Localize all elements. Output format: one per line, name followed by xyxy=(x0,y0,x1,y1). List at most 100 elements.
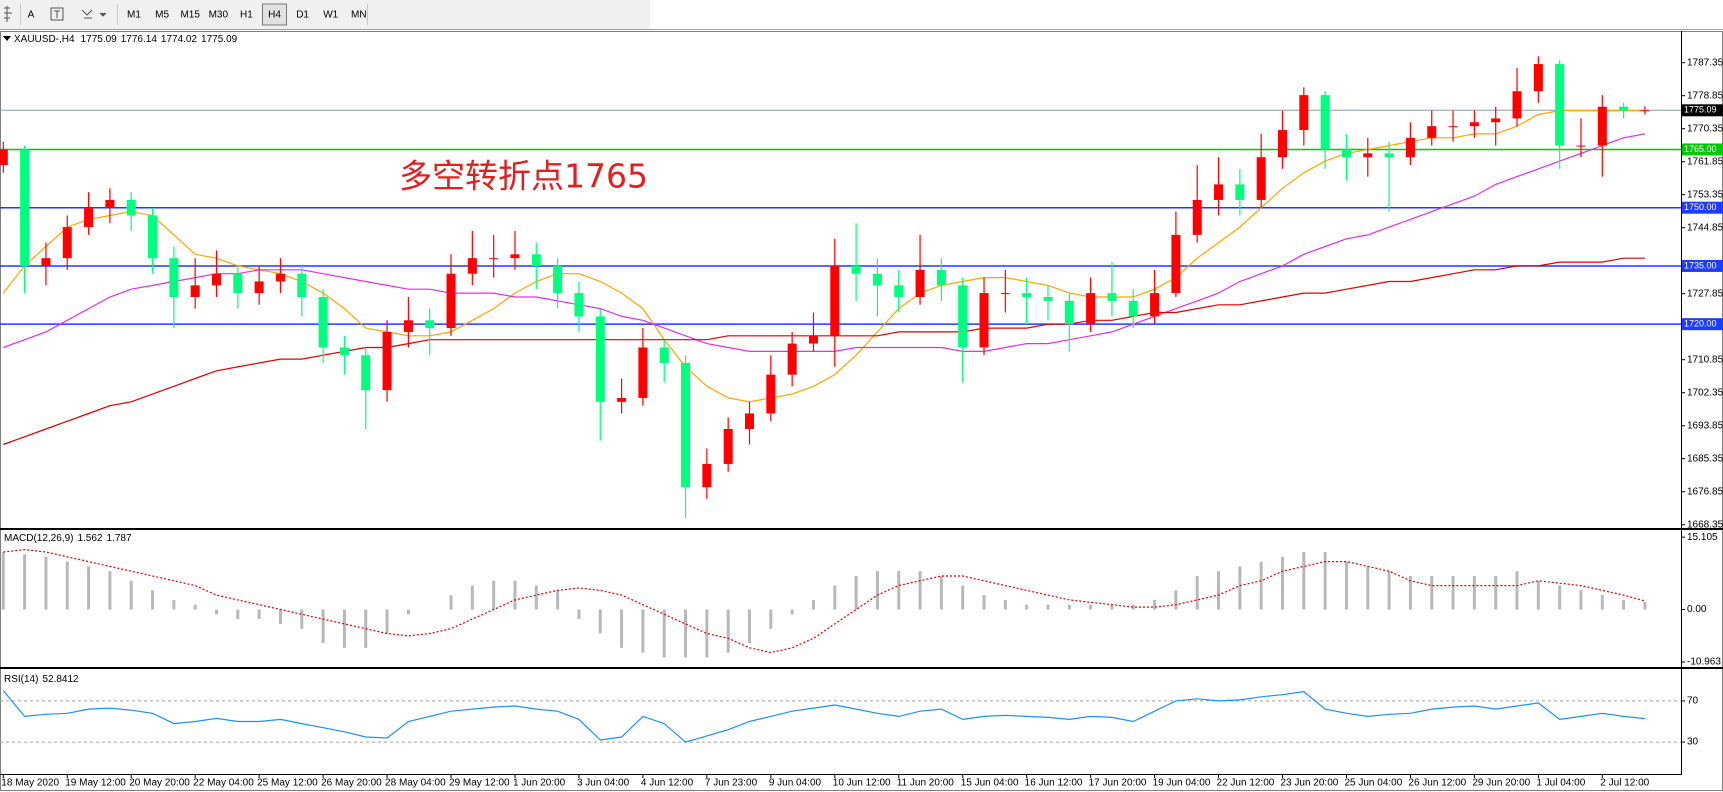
x-tick-label: 15 Jun 04:00 xyxy=(961,778,1019,789)
timeframe-button[interactable]: H4 xyxy=(268,10,281,21)
candle-body xyxy=(830,265,840,336)
x-tick-label: 23 Jun 20:00 xyxy=(1281,778,1339,789)
level-label-box xyxy=(1682,318,1723,331)
macd-bar xyxy=(1238,566,1242,610)
macd-bar xyxy=(939,575,943,610)
macd-bar xyxy=(534,585,538,610)
level-label-box xyxy=(1682,201,1723,214)
crosshair-icon[interactable] xyxy=(4,6,12,22)
indicator-layer xyxy=(1,110,1647,743)
x-tick-label: 22 May 04:00 xyxy=(193,778,254,789)
macd-bar xyxy=(87,566,91,610)
y-tick-label: -10.963 xyxy=(1687,657,1721,668)
moving-average xyxy=(2,110,1645,403)
candle-body xyxy=(148,215,158,259)
candle-body xyxy=(41,258,51,266)
candle-body xyxy=(1405,137,1415,158)
candle-body xyxy=(233,273,243,294)
candle-body xyxy=(1214,184,1224,200)
candle-body xyxy=(382,331,392,391)
x-tick-label: 16 Jun 12:00 xyxy=(1025,778,1083,789)
x-tick-label: 29 May 12:00 xyxy=(449,778,510,789)
timeframe-button[interactable]: M5 xyxy=(155,10,169,21)
timeframe-button[interactable]: MN xyxy=(351,10,367,21)
timeframe-button[interactable]: W1 xyxy=(323,10,338,21)
toolbar xyxy=(0,0,650,29)
macd-bar xyxy=(406,609,410,615)
macd-bar xyxy=(1195,575,1199,610)
x-tick-label: 25 May 12:00 xyxy=(257,778,318,789)
candle-body xyxy=(20,149,30,266)
macd-bar xyxy=(1153,599,1157,610)
macd-bar xyxy=(1558,585,1562,610)
macd-bar xyxy=(1110,604,1114,610)
candle-body xyxy=(126,199,136,216)
macd-bar xyxy=(854,575,858,610)
candle-body xyxy=(1619,106,1629,111)
macd-bar xyxy=(65,561,69,610)
candle-body xyxy=(425,320,435,329)
timeframe-button[interactable]: D1 xyxy=(296,10,309,21)
level-label-box xyxy=(1682,259,1723,272)
chart-frame xyxy=(0,31,1723,791)
timeframe-button[interactable]: H1 xyxy=(240,10,253,21)
macd-bar xyxy=(108,571,112,610)
macd-bar xyxy=(215,609,218,615)
level-label: 1720.00 xyxy=(1684,319,1717,329)
y-tick-label: 1761.85 xyxy=(1687,156,1723,167)
macd-bar xyxy=(1344,561,1348,610)
moving-average xyxy=(3,133,1646,352)
macd-bar xyxy=(1089,604,1093,610)
candle-body xyxy=(574,293,584,317)
macd-signal-value: 1.787 xyxy=(107,533,132,544)
candle-body xyxy=(62,227,72,259)
candle-body xyxy=(1192,199,1202,235)
macd-bar xyxy=(492,580,496,610)
y-tick-label: 30 xyxy=(1687,737,1699,748)
y-tick-label: 1710.85 xyxy=(1687,354,1723,365)
macd-bar xyxy=(1067,604,1071,610)
macd-bar xyxy=(1472,575,1476,610)
x-tick-label: 19 Jun 04:00 xyxy=(1153,778,1211,789)
candle-body xyxy=(702,463,712,488)
candle-body xyxy=(169,258,179,297)
y-tick-label: 1693.85 xyxy=(1687,420,1723,431)
macd-bar xyxy=(1451,575,1455,610)
macd-bar xyxy=(1366,566,1370,610)
x-tick-label: 25 Jun 04:00 xyxy=(1344,778,1402,789)
candle-body xyxy=(723,429,733,464)
macd-bar xyxy=(44,556,48,610)
y-tick-label: 0.00 xyxy=(1687,604,1707,615)
candle-body xyxy=(808,335,818,344)
x-tick-label: 18 May 2020 xyxy=(1,778,59,789)
y-tick-label: 1753.35 xyxy=(1687,189,1723,200)
macd-bar xyxy=(982,595,986,610)
macd-bar xyxy=(193,604,197,610)
candle-body xyxy=(212,273,221,286)
timeframe-button[interactable]: M1 xyxy=(127,10,141,21)
toolbar-icons xyxy=(4,4,118,25)
candle-body xyxy=(84,207,94,228)
dropdown-arrow[interactable] xyxy=(99,12,107,17)
y-tick-label: 15.105 xyxy=(1687,532,1718,543)
candle-body xyxy=(1576,145,1586,147)
macd-bar xyxy=(1515,571,1519,610)
candle-body xyxy=(446,273,456,329)
macd-bar xyxy=(1622,599,1626,610)
timeframe-button[interactable]: M30 xyxy=(209,10,229,21)
text-icon[interactable] xyxy=(50,7,64,21)
macd-bar xyxy=(1600,595,1604,610)
macd-bar xyxy=(577,609,581,620)
objects-icon[interactable] xyxy=(81,9,93,19)
label-tool[interactable]: A xyxy=(28,10,35,21)
macd-bar xyxy=(726,609,730,653)
candle-body xyxy=(1427,126,1437,138)
collapse-arrow[interactable] xyxy=(3,36,11,41)
candle-body xyxy=(1533,64,1543,92)
timeframe-button[interactable]: M15 xyxy=(180,10,200,21)
candle-body xyxy=(979,293,989,348)
macd-bar xyxy=(1387,571,1391,610)
macd-bar xyxy=(257,609,261,620)
candle-body xyxy=(766,374,776,414)
